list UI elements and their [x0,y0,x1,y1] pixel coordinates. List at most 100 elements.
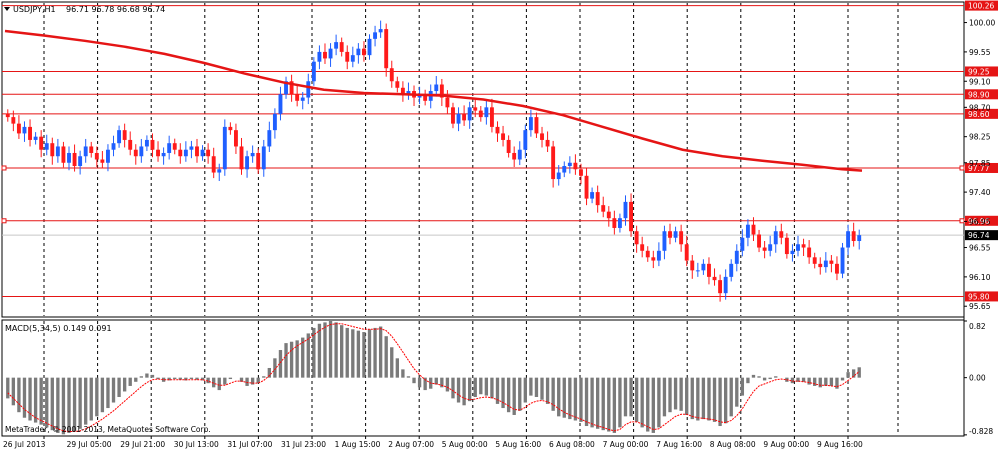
price-level-tag [965,162,998,173]
y-tick-label: 100.00 [969,19,995,28]
x-tick-label: 29 Jul 21:00 [120,440,165,449]
candle-body [773,231,778,245]
chart-header: USDJPY,H1 96.71 96.78 96.68 96.74 [4,5,165,14]
y-tick-label: 97.85 [969,159,991,168]
price-level-label: 96.96 [968,217,990,226]
y-tick-label: 99.55 [969,48,991,57]
candle-body [311,61,316,82]
candle-body [395,81,400,88]
candle-body [106,149,110,163]
current-price-tag [965,230,998,241]
candle-body [723,276,728,294]
moving-average [4,29,863,172]
candle-body [478,110,483,118]
candle-body [467,107,472,121]
price-level-label: 99.25 [968,67,990,76]
candle-body [78,156,83,167]
candle-body [5,113,10,118]
macd-tick-label: -0.828 [969,427,993,436]
candle-body [835,263,839,274]
candle-body [528,117,533,131]
macd-tick-label: 0.82 [969,322,986,331]
candle-body [406,91,411,95]
candle-body [222,126,227,170]
y-tick-label: 96.55 [969,244,991,253]
candle-body [306,81,311,98]
candle-body [384,29,389,69]
triangle-down-icon[interactable] [4,7,10,11]
price-level-label: 100.26 [968,2,994,11]
candle-body [784,237,789,255]
candle-body [139,146,144,157]
candle-body [734,250,739,264]
x-tick-label: 5 Aug 00:00 [442,440,488,449]
candle-body [144,139,149,147]
candle-body [200,149,205,157]
candle-body [172,143,177,150]
level-anchor-handle[interactable] [959,165,965,171]
candle-body [712,276,717,281]
candle-body [690,260,695,271]
x-tick-label: 30 Jul 13:00 [174,440,219,449]
candle-body [233,130,238,147]
x-tick-label: 9 Aug 16:00 [817,440,863,449]
candle-body [334,42,339,49]
candle-body [328,48,333,59]
candle-body [55,146,60,157]
candle-body [451,107,455,124]
level-anchor-handle[interactable] [959,218,965,224]
candle-body [89,146,94,153]
candle-body [679,231,684,245]
level-anchor-handle[interactable] [1,165,7,171]
candle-body [367,38,372,56]
candle-body [28,126,32,140]
candle-body [812,257,817,264]
price-level-tag [965,66,998,77]
x-tick-label: 31 Jul 23:00 [281,440,326,449]
candle-body [195,146,199,157]
candle-body [745,224,750,238]
x-tick-label: 9 Aug 00:00 [763,440,809,449]
candle-body [651,257,656,261]
candle-body [211,156,216,173]
candle-body [111,143,116,150]
candle-body [16,123,21,134]
horizontal-levels: 100.26 99.25 98.90 98.60 97.77 96.96 95.80 96.7… [1,0,998,302]
candle-body [601,205,606,212]
candle-body [584,175,589,199]
candle-body [506,139,511,153]
candle-body [350,55,355,62]
candle-body [133,149,138,157]
candle-body [161,152,166,157]
candle-body [668,231,672,238]
level-anchor-handle[interactable] [1,218,7,224]
candle-body [701,263,706,271]
candle-body [356,48,361,56]
candle-body [206,149,211,157]
candle-body [128,139,133,150]
candle-body [72,152,77,167]
candle-body [718,280,723,294]
candle-body [167,143,172,153]
candle-body [272,113,277,131]
candle-body [684,244,689,261]
candle-body [122,130,127,140]
candle-body [434,84,439,92]
candle-body [807,247,812,258]
candle-body [300,97,305,101]
candle-body [551,146,556,180]
y-tick-label: 98.70 [969,103,991,112]
candle-body [189,146,194,150]
candle-body [456,113,461,124]
ma-line [4,29,863,172]
candle-body [150,139,155,150]
price-level-tag [965,215,998,226]
price-level-tag [965,0,998,11]
candle-body [540,133,544,140]
current-price-label: 96.74 [968,231,990,240]
candle-body [317,51,322,62]
x-tick-label: 7 Aug 00:00 [603,440,649,449]
candle-body [640,244,645,251]
